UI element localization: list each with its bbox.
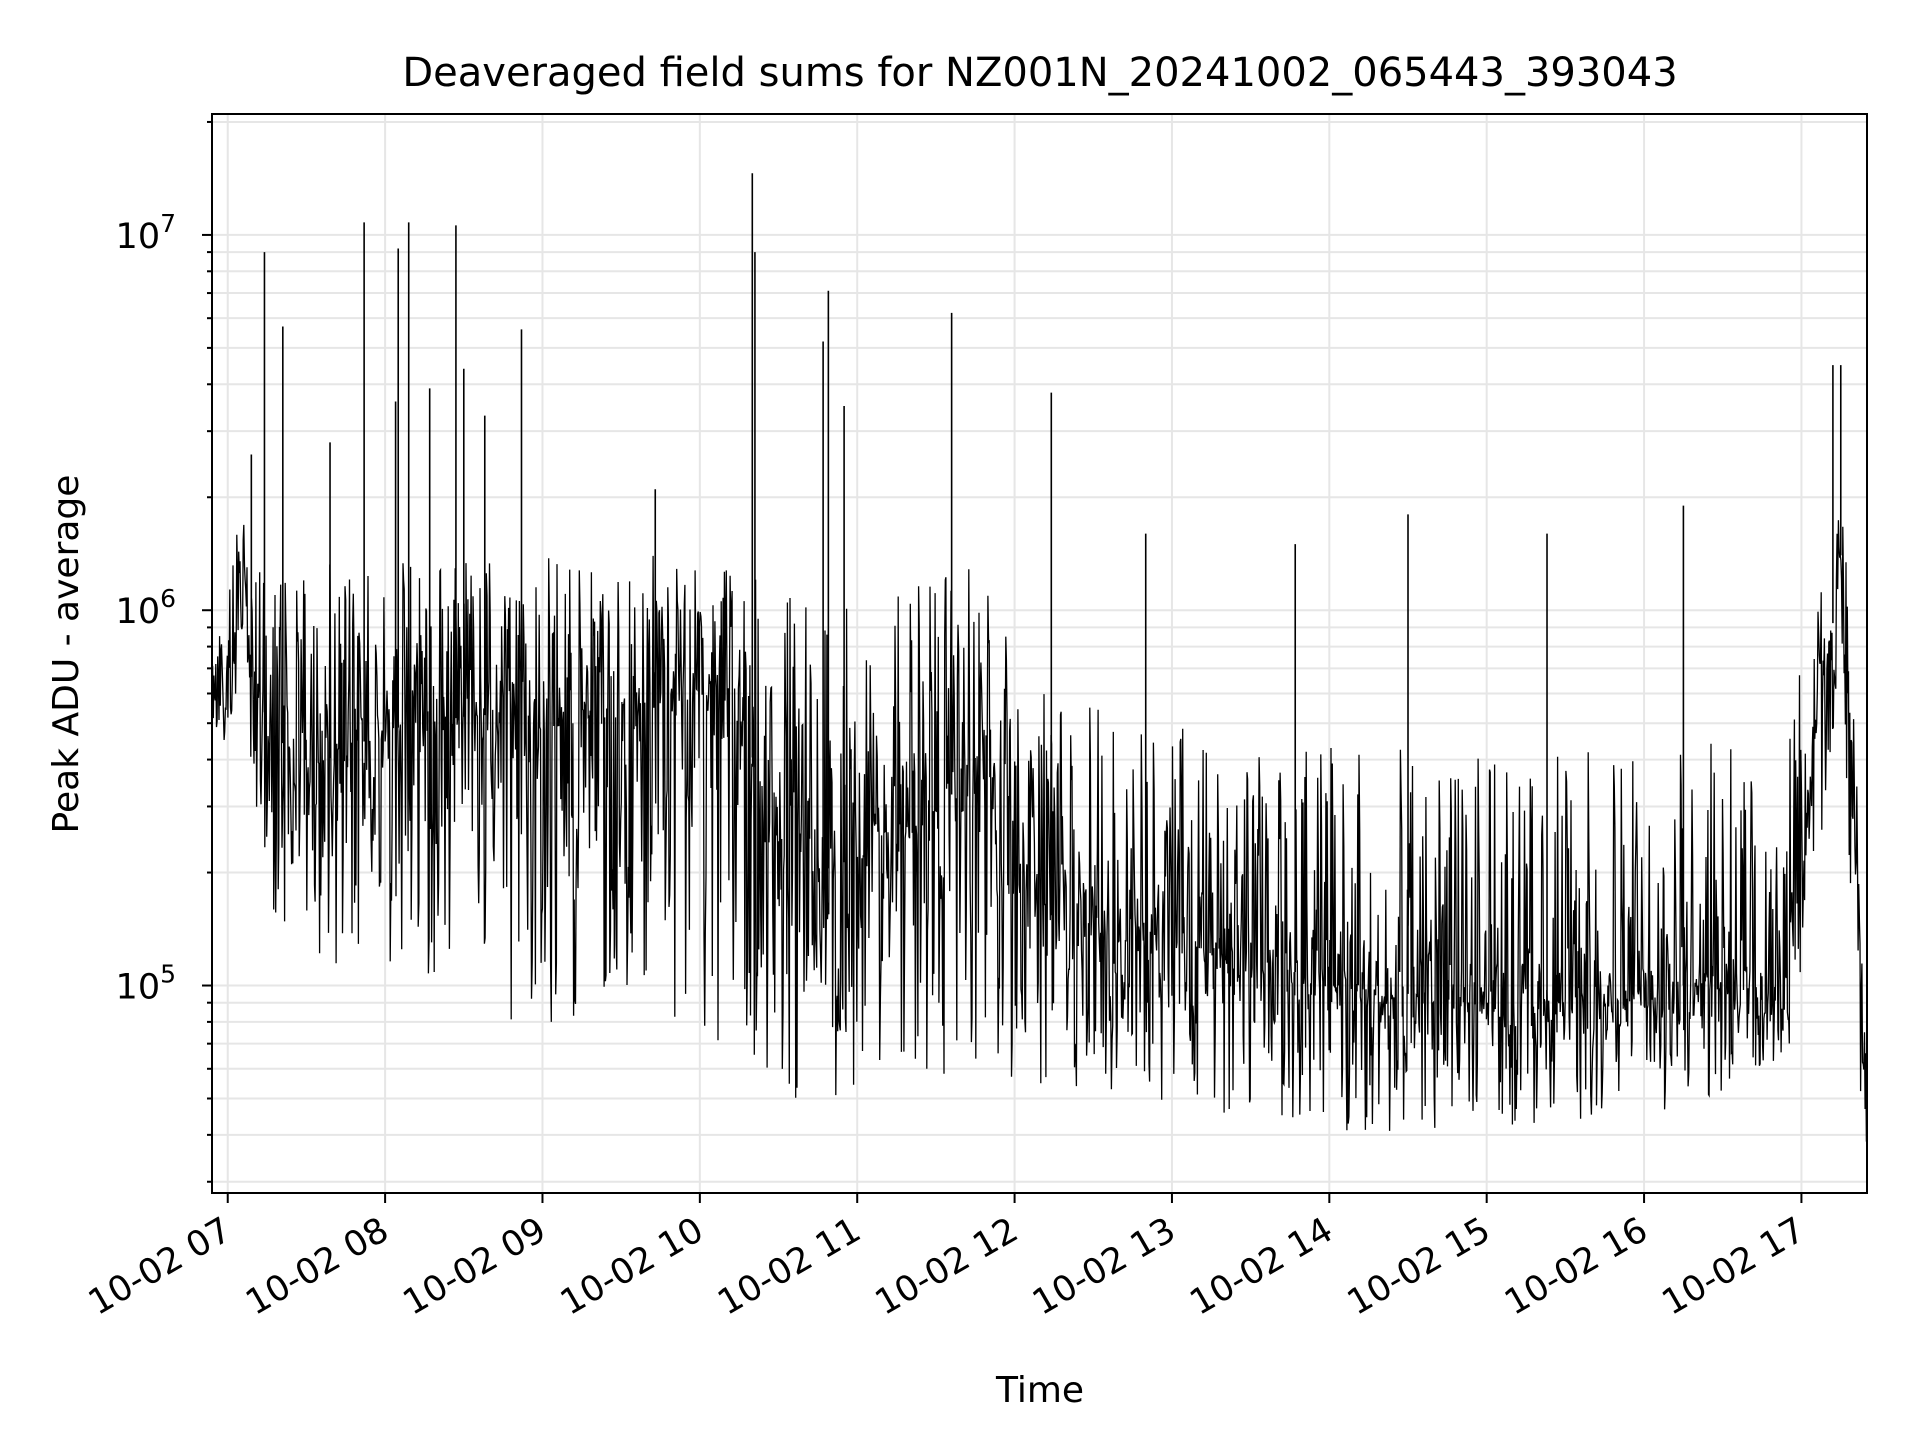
x-tick-label: 10-02 12: [869, 1210, 1025, 1323]
y-tick-exponent: 7: [160, 209, 176, 238]
y-tick-exponent: 5: [160, 960, 176, 989]
x-tick-label: 10-02 11: [711, 1210, 867, 1323]
data-series: [211, 173, 1868, 1144]
series-line: [211, 520, 1868, 1144]
x-tick-label: 10-02 17: [1656, 1210, 1812, 1323]
x-tick-label: 10-02 09: [397, 1210, 553, 1323]
y-tick-exponent: 6: [160, 584, 176, 613]
x-axis: 10-02 07 10-02 08 10-02 09 10-02 10 10-02 11…: [82, 1193, 1812, 1323]
x-tick-label: 10-02 14: [1184, 1210, 1340, 1323]
y-tick-base: 10: [116, 968, 161, 1008]
x-tick-label: 10-02 10: [554, 1210, 710, 1323]
plot-frame: [211, 113, 1868, 1194]
x-tick-label: 10-02 13: [1026, 1210, 1182, 1323]
x-tick-label: 10-02 15: [1341, 1210, 1497, 1323]
y-tick-label: 105: [116, 960, 176, 1008]
y-axis-label: Peak ADU - average: [46, 475, 87, 834]
x-axis-label: Time: [995, 1370, 1084, 1411]
y-tick-base: 10: [116, 217, 161, 257]
chart-title: Deaveraged field sums for NZ001N_2024100…: [402, 50, 1677, 96]
y-tick-label: 106: [116, 584, 176, 632]
x-tick-label: 10-02 07: [82, 1210, 238, 1323]
y-tick-label: 107: [116, 209, 176, 257]
y-tick-base: 10: [116, 592, 161, 632]
x-tick-label: 10-02 16: [1498, 1210, 1654, 1323]
x-tick-label: 10-02 08: [239, 1210, 395, 1323]
